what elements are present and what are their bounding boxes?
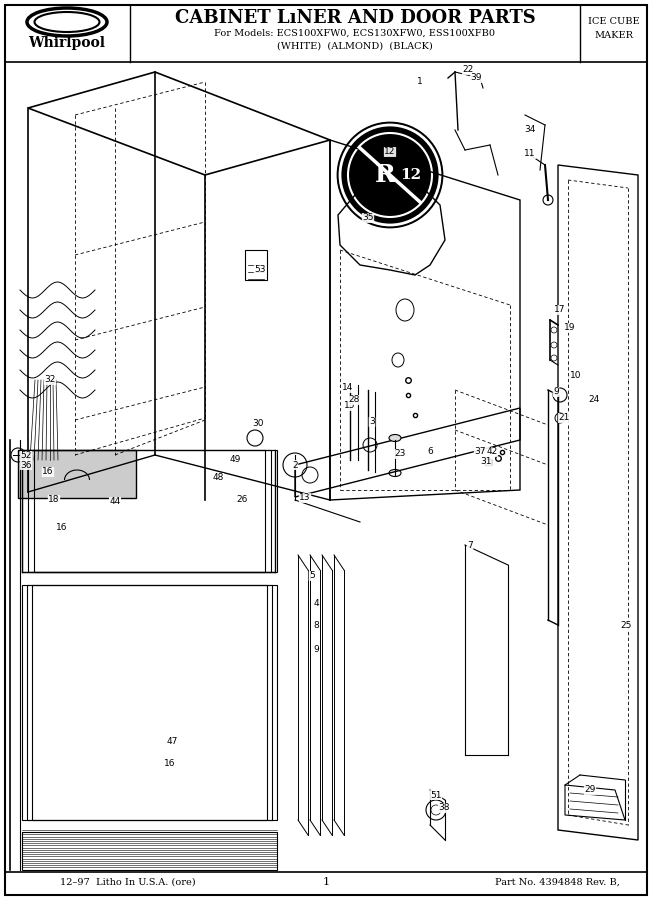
Ellipse shape bbox=[35, 12, 100, 32]
Ellipse shape bbox=[389, 435, 401, 442]
Text: 12: 12 bbox=[384, 148, 396, 157]
Text: 12: 12 bbox=[400, 168, 421, 182]
Text: 9: 9 bbox=[313, 645, 319, 654]
Text: 16: 16 bbox=[164, 760, 176, 769]
Text: 25: 25 bbox=[620, 620, 632, 629]
Text: 35: 35 bbox=[363, 213, 374, 222]
Text: 6: 6 bbox=[427, 447, 433, 456]
Text: 5: 5 bbox=[309, 572, 315, 580]
Text: 19: 19 bbox=[564, 323, 576, 332]
Text: 1: 1 bbox=[417, 77, 423, 86]
Text: 47: 47 bbox=[166, 737, 178, 746]
Text: 16: 16 bbox=[56, 524, 68, 533]
Text: For Models: ECS100XFW0, ECS130XFW0, ESS100XFB0: For Models: ECS100XFW0, ECS130XFW0, ESS1… bbox=[215, 29, 496, 38]
Text: 31: 31 bbox=[481, 457, 492, 466]
Text: 14: 14 bbox=[342, 383, 353, 392]
Text: 34: 34 bbox=[524, 125, 536, 134]
Text: 15: 15 bbox=[344, 401, 356, 410]
Text: 53: 53 bbox=[254, 266, 266, 274]
Text: 10: 10 bbox=[570, 372, 582, 381]
FancyBboxPatch shape bbox=[245, 250, 267, 280]
Text: 48: 48 bbox=[213, 473, 224, 482]
Text: 23: 23 bbox=[394, 449, 406, 458]
Text: 13: 13 bbox=[299, 493, 311, 502]
Text: 11: 11 bbox=[524, 149, 536, 158]
Text: 8: 8 bbox=[313, 620, 319, 629]
Text: 16: 16 bbox=[42, 467, 53, 476]
FancyBboxPatch shape bbox=[18, 450, 136, 498]
Text: 24: 24 bbox=[588, 395, 600, 404]
Text: ICE CUBE: ICE CUBE bbox=[588, 17, 640, 26]
Text: 18: 18 bbox=[48, 496, 60, 505]
Text: 1: 1 bbox=[323, 877, 329, 887]
Text: 26: 26 bbox=[236, 496, 248, 505]
Text: 17: 17 bbox=[554, 305, 566, 314]
Text: 3: 3 bbox=[369, 418, 375, 427]
Text: 28: 28 bbox=[348, 395, 360, 404]
Text: 51: 51 bbox=[430, 790, 442, 799]
Text: 7: 7 bbox=[467, 541, 473, 550]
Text: 22: 22 bbox=[462, 66, 473, 75]
Text: R: R bbox=[375, 163, 395, 187]
Text: 21: 21 bbox=[558, 413, 570, 422]
Circle shape bbox=[338, 123, 442, 227]
Text: 4: 4 bbox=[313, 598, 319, 608]
Text: Part No. 4394848 Rev. B,: Part No. 4394848 Rev. B, bbox=[495, 878, 620, 886]
Text: MAKER: MAKER bbox=[595, 31, 634, 40]
Text: 39: 39 bbox=[470, 74, 482, 83]
Text: Whirlpool: Whirlpool bbox=[29, 36, 106, 50]
Text: CABINET LıNER AND DOOR PARTS: CABINET LıNER AND DOOR PARTS bbox=[175, 9, 535, 27]
Text: 29: 29 bbox=[584, 786, 596, 795]
Text: 38: 38 bbox=[438, 804, 450, 813]
Text: 42: 42 bbox=[486, 447, 497, 456]
Text: 32: 32 bbox=[44, 375, 55, 384]
FancyBboxPatch shape bbox=[5, 5, 647, 895]
Text: 30: 30 bbox=[252, 419, 264, 428]
Text: 2: 2 bbox=[292, 461, 298, 470]
Text: 9: 9 bbox=[553, 388, 559, 397]
Text: 36: 36 bbox=[20, 461, 32, 470]
Text: 52: 52 bbox=[20, 452, 32, 461]
Text: 44: 44 bbox=[110, 498, 121, 507]
Text: 12–97  Litho In U.S.A. (ore): 12–97 Litho In U.S.A. (ore) bbox=[60, 878, 196, 886]
Text: 37: 37 bbox=[474, 447, 486, 456]
Ellipse shape bbox=[27, 8, 107, 36]
Text: (WHITE)  (ALMOND)  (BLACK): (WHITE) (ALMOND) (BLACK) bbox=[277, 41, 433, 50]
Text: 49: 49 bbox=[230, 455, 241, 464]
